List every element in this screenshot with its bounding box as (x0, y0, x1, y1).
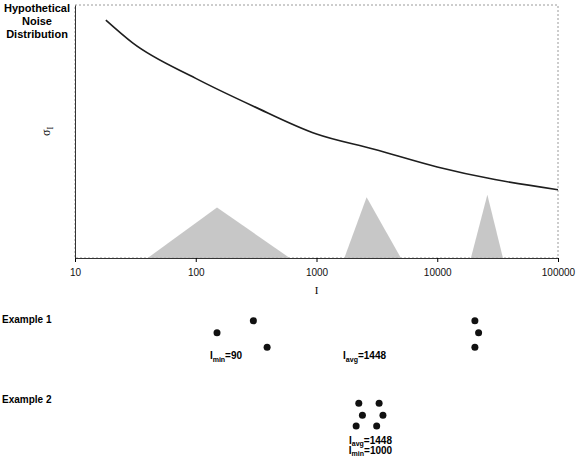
title-line: Hypothetical (4, 2, 70, 14)
x-tick: 100 (188, 258, 205, 278)
plot-frame (75, 5, 558, 258)
example-title: Example 2 (2, 394, 52, 405)
x-tick-mark (437, 258, 438, 262)
background (0, 0, 585, 457)
example-point (355, 400, 362, 407)
example-point (359, 412, 366, 419)
x-tick-label: 100 (188, 267, 205, 278)
example-point (376, 400, 383, 407)
x-tick: 10000 (424, 258, 452, 278)
x-tick-mark (75, 258, 76, 262)
subscript: min (213, 356, 225, 363)
y-axis-line (75, 6, 76, 259)
noise-cluster (344, 197, 401, 258)
annotation: Imin=90 (210, 350, 243, 363)
x-axis: 10 100 1000 10000 100000 (70, 258, 576, 278)
x-axis-line (76, 259, 559, 263)
subscript: avg (346, 356, 358, 364)
example-marks (214, 317, 483, 350)
plot-marks (106, 20, 558, 258)
chart-title: HypotheticalNoiseDistribution (4, 2, 70, 40)
example-point (471, 344, 478, 351)
example-point (471, 317, 478, 324)
subscript: I (46, 127, 55, 130)
example-point (475, 329, 482, 336)
example-marks (353, 400, 387, 430)
x-tick-label: 10000 (424, 267, 452, 278)
subscript: min (352, 450, 364, 457)
x-tick: 100000 (542, 258, 576, 278)
y-axis (75, 6, 76, 259)
x-tick-mark (196, 258, 197, 262)
x-axis-title: I (315, 284, 319, 296)
title-line: Distribution (6, 28, 68, 40)
x-tick-label: 10 (70, 267, 82, 278)
x-tick-label: 1000 (306, 267, 329, 278)
annotation: Imin=1000 (349, 445, 393, 457)
x-tick-label: 100000 (542, 267, 576, 278)
y-axis-title: σI (39, 127, 55, 136)
x-tick-mark (317, 258, 318, 262)
x-tick: 1000 (306, 258, 329, 278)
text-part: =1000 (364, 445, 393, 456)
text-part: =1448 (358, 350, 387, 361)
example-point (353, 423, 360, 430)
noise-cluster (148, 207, 290, 258)
example-point (250, 317, 257, 324)
example-point (264, 344, 271, 351)
title-line: Noise (22, 15, 52, 27)
chart-canvas: 10 100 1000 10000 100000 HypotheticalNoiseDis… (0, 0, 585, 457)
subscript: avg (352, 440, 364, 448)
x-tick-mark (558, 258, 559, 262)
noise-cluster (471, 195, 503, 258)
example-title: Example 1 (2, 314, 52, 325)
annotation: Iavg=1448 (343, 350, 386, 364)
example-point (214, 329, 221, 336)
example-point (379, 412, 386, 419)
x-tick: 10 (70, 258, 82, 278)
example-point (373, 423, 380, 430)
text-part: =90 (225, 350, 242, 361)
noise-curve (106, 20, 558, 190)
